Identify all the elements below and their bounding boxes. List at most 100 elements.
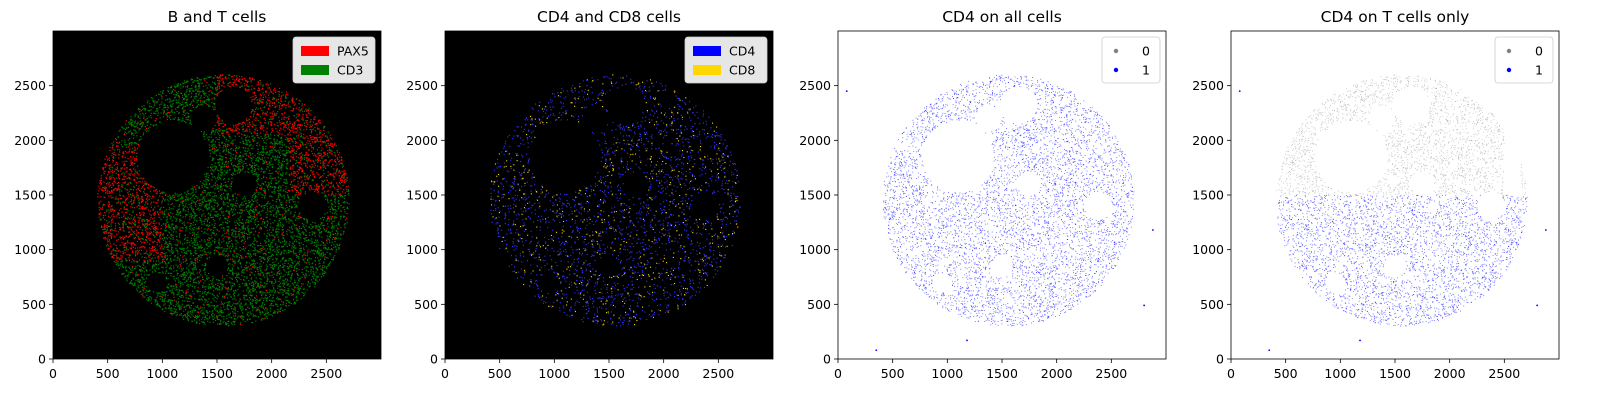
data-point [117, 181, 120, 183]
data-point [190, 92, 193, 94]
data-point [147, 232, 149, 234]
data-point [170, 226, 172, 228]
data-point [231, 205, 233, 208]
data-point [261, 265, 263, 267]
data-point [138, 170, 140, 172]
data-point [157, 292, 160, 294]
data-point [250, 255, 253, 257]
data-point [171, 109, 173, 111]
data-point [257, 270, 259, 272]
data-point [220, 175, 222, 177]
data-point [234, 170, 236, 172]
data-point [186, 88, 188, 90]
data-point [193, 273, 195, 275]
data-point [216, 310, 218, 312]
data-point [267, 277, 269, 279]
data-point [262, 245, 264, 247]
data-point [224, 286, 226, 288]
data-point [293, 137, 296, 140]
data-point [197, 248, 199, 250]
data-point [198, 298, 200, 301]
data-point [211, 224, 213, 226]
data-point [98, 185, 100, 187]
data-point [169, 117, 171, 119]
data-point [232, 157, 234, 159]
data-point [165, 272, 167, 274]
data-point [168, 262, 170, 264]
data-point [188, 294, 190, 296]
data-point [189, 91, 191, 93]
data-point [329, 252, 331, 254]
data-point [346, 206, 348, 208]
data-point [131, 119, 133, 121]
data-point [128, 201, 130, 204]
data-point [268, 185, 270, 187]
data-point [286, 104, 288, 106]
data-point [223, 137, 226, 139]
data-point [257, 309, 259, 311]
data-point [192, 271, 194, 273]
data-point [234, 135, 236, 137]
data-point [127, 227, 129, 229]
data-point [159, 208, 161, 210]
data-point [301, 276, 303, 278]
data-point [212, 159, 214, 161]
data-point [110, 225, 112, 227]
data-point [308, 187, 310, 189]
data-point [130, 182, 132, 185]
data-point [204, 220, 206, 222]
data-point [265, 298, 267, 300]
data-point [156, 189, 158, 191]
data-point [196, 242, 198, 244]
data-point [190, 298, 192, 300]
data-point [252, 156, 254, 158]
data-point [304, 240, 306, 242]
data-point [255, 117, 257, 119]
data-point [208, 139, 210, 141]
data-point [202, 182, 204, 184]
data-point [267, 181, 269, 184]
data-point [308, 108, 310, 110]
data-point [235, 224, 237, 226]
data-point [151, 197, 153, 199]
data-point [335, 249, 337, 251]
data-point [132, 278, 134, 280]
data-point [202, 296, 204, 298]
data-point [236, 274, 238, 276]
data-point [276, 230, 278, 232]
data-point [304, 267, 306, 269]
data-point [121, 273, 123, 275]
data-point [229, 137, 231, 139]
data-point [186, 228, 188, 230]
data-point [217, 133, 220, 135]
data-point [289, 143, 291, 145]
data-point [281, 118, 283, 120]
data-point [281, 215, 284, 217]
data-point [304, 157, 306, 159]
data-point [274, 264, 276, 266]
data-point [218, 173, 220, 175]
data-point [190, 193, 192, 195]
data-point [241, 202, 243, 204]
data-point [259, 258, 261, 260]
data-point [294, 121, 296, 123]
data-point [277, 149, 279, 151]
data-point [242, 239, 244, 241]
data-point [291, 273, 293, 275]
data-point [144, 256, 146, 259]
data-point [257, 235, 259, 237]
data-point [144, 229, 147, 231]
data-point [174, 255, 176, 258]
data-point [284, 274, 286, 276]
data-point [228, 324, 230, 327]
data-point [338, 197, 340, 199]
data-point [98, 216, 100, 218]
data-point [235, 209, 237, 211]
data-point [149, 239, 151, 242]
data-point [199, 250, 201, 252]
data-point [275, 200, 277, 202]
data-point [324, 248, 326, 250]
data-point [191, 187, 193, 190]
data-point [160, 112, 162, 114]
data-point [141, 293, 143, 295]
